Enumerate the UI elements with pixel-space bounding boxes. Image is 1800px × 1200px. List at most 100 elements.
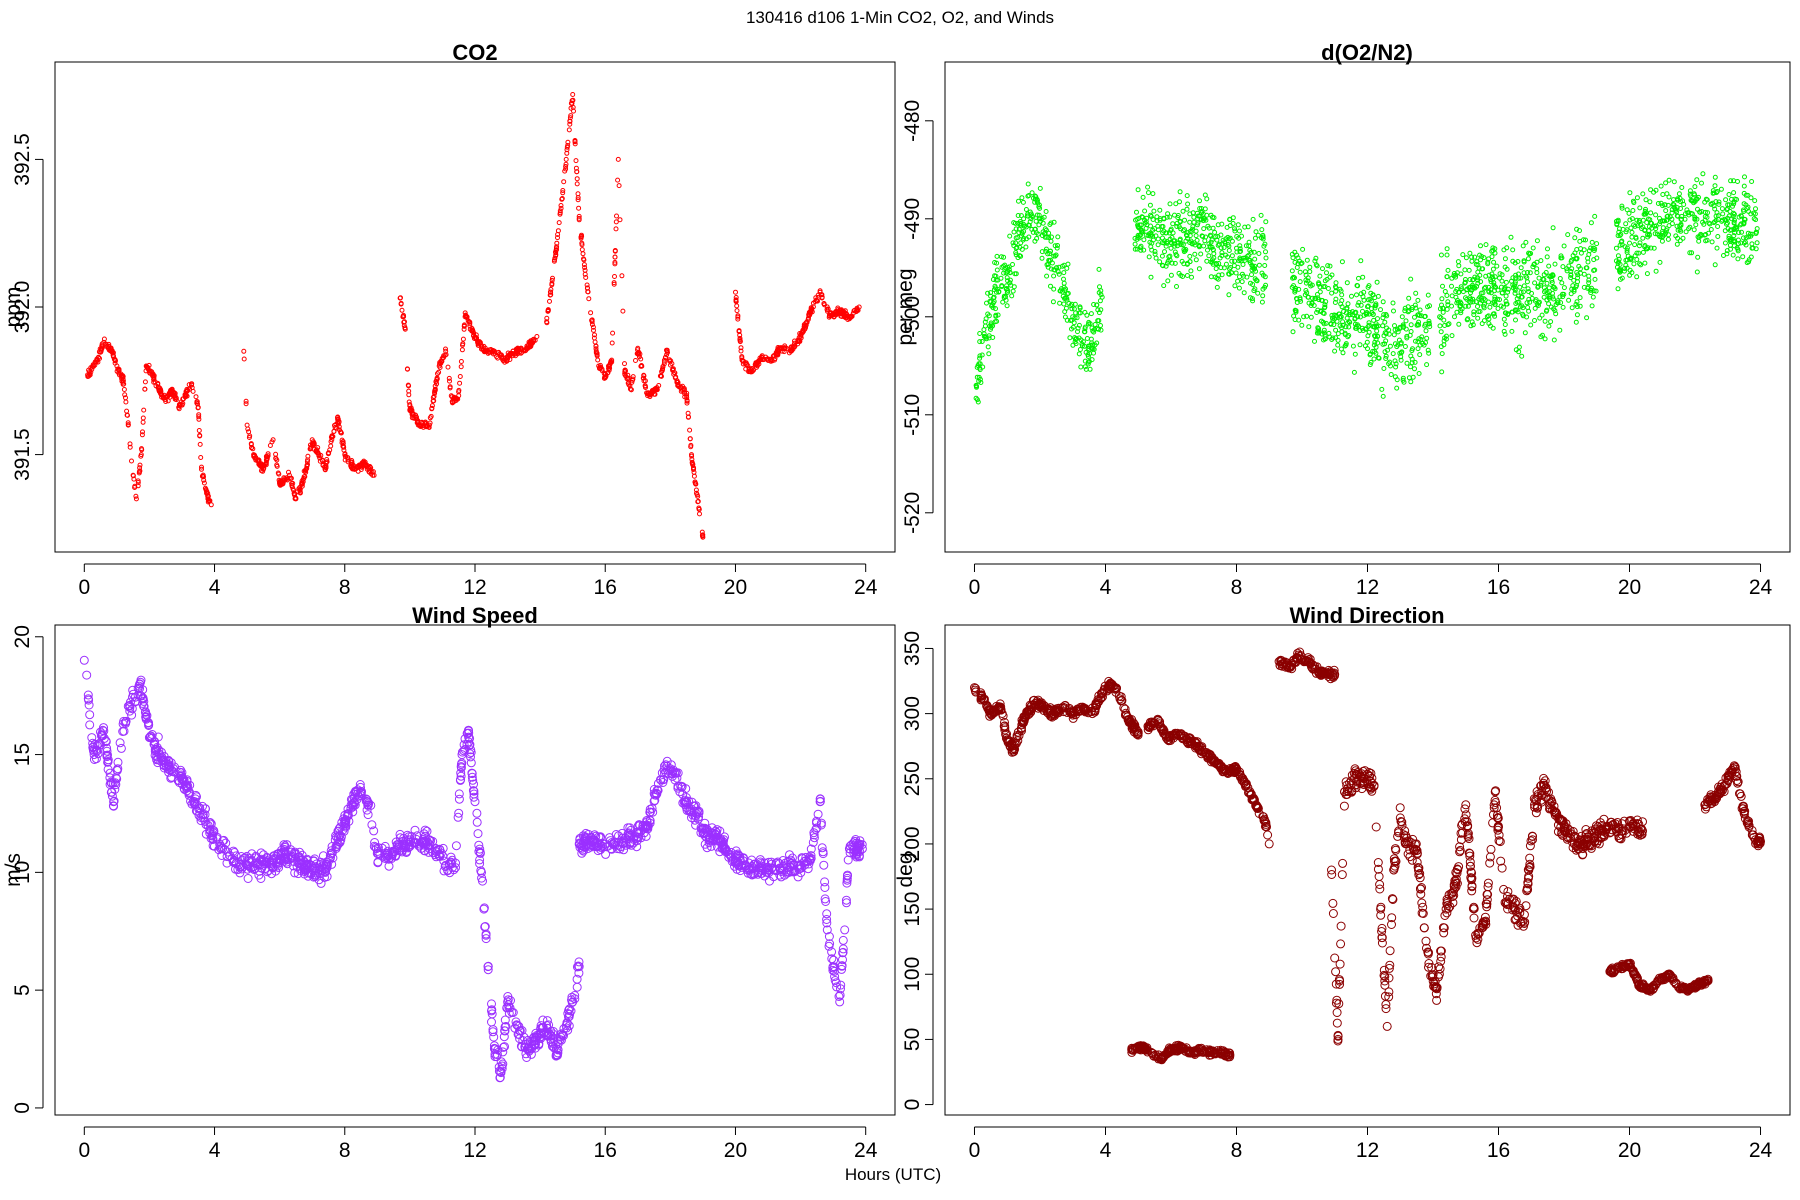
o2-point [1438,252,1444,258]
o2-point [1524,300,1530,306]
o2-point [1546,323,1552,329]
o2-point [992,319,998,325]
o2-point [1050,299,1056,305]
o2-point [1002,262,1008,268]
co2-point [572,141,578,147]
o2-point [988,324,994,330]
o2-point [1051,253,1057,259]
co2-point [308,445,313,451]
co2-point [445,364,451,370]
wspd-point [85,710,95,720]
co2-point [847,314,853,320]
co2-point [738,348,744,354]
o2-point [1082,309,1088,315]
o2-point [1064,317,1070,323]
o2-point [1349,293,1354,299]
o2-point [1035,231,1041,237]
co2-point [145,366,151,372]
co2-point [684,398,690,404]
co2-point [610,330,616,336]
co2-point [470,328,476,334]
co2-point [563,161,569,167]
co2-point [556,220,562,226]
co2-point [582,267,588,273]
o2-point [1626,210,1632,216]
o2-point [1550,225,1556,231]
co2-point [639,363,644,368]
co2-point [466,319,472,325]
o2-point [1061,270,1067,276]
co2-point [409,407,415,413]
co2-point [331,429,337,434]
co2-point [471,336,477,341]
co2-point [249,445,254,451]
o2-point [1191,219,1197,225]
wspd-y-tick-label: 10 [11,861,34,884]
co2-point [407,407,413,413]
co2-point [459,347,465,353]
o2-point [1387,343,1393,349]
co2-point [770,353,776,359]
o2-point [1007,269,1013,275]
co2-point [589,322,595,327]
o2-point [1408,329,1414,334]
co2-point [691,469,697,475]
wspd-y-tick-label: 0 [11,1102,34,1114]
o2-point [1709,239,1715,245]
o2-point [1589,239,1595,245]
o2-point [1053,252,1059,258]
o2-point [1018,213,1024,219]
co2-point [260,468,266,474]
o2-point [1072,301,1078,307]
o2-point [1224,224,1230,230]
o2-point [1096,318,1102,324]
co2-point [251,453,257,458]
o2-point [1577,238,1583,244]
o2-point [1503,293,1509,299]
o2-point [1375,293,1381,299]
o2-point [1444,246,1450,252]
o2-point [1258,212,1264,218]
co2-point [161,394,167,400]
co2-point [558,203,564,208]
o2-point [1048,283,1053,289]
co2-plot-frame [54,61,896,553]
o2-point [1415,297,1421,303]
co2-point [688,442,694,448]
wspd-y-tick-label: 15 [11,743,34,766]
o2-point [998,254,1004,260]
o2-point [1214,284,1220,290]
o2-point [1462,267,1468,273]
o2-point [1358,258,1364,264]
co2-point [463,313,469,319]
o2-point [1032,226,1038,232]
o2-point [1456,263,1462,269]
o2-point [1490,266,1496,272]
o2-point [1010,240,1016,246]
co2-point [241,348,247,354]
co2-point [434,376,440,382]
o2-x-tick-label: 12 [1356,576,1379,599]
co2-point [746,369,752,375]
o2-point [1354,292,1359,298]
o2-point [1167,201,1173,207]
o2-point [1039,249,1045,255]
o2-point [1437,323,1443,329]
o2-point [977,331,983,336]
co2-point [548,287,554,292]
o2-point [1648,210,1654,216]
co2-point [206,497,212,503]
co2-point [404,366,410,372]
co2-point [695,499,701,505]
o2-point [1700,171,1706,177]
co2-point [430,395,436,400]
o2-point [992,260,998,265]
o2-point [1501,316,1507,322]
co2-point [486,349,492,355]
o2-point [1034,212,1040,218]
o2-point [1082,324,1088,330]
co2-point [558,205,564,211]
co2-point [316,453,322,459]
co2-point [833,309,839,315]
co2-point [547,289,553,295]
